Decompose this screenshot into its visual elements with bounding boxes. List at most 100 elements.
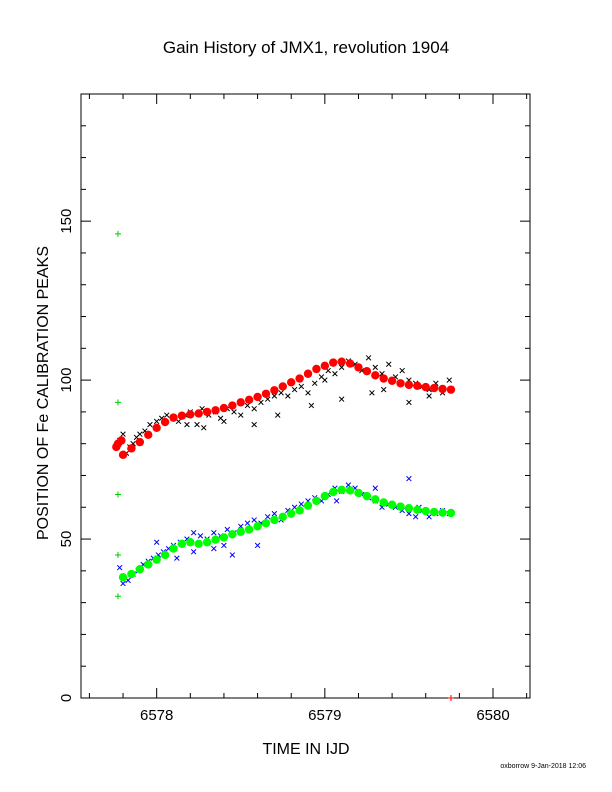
data-point [337,357,346,366]
data-point [118,450,128,460]
y-tick-label: 50 [58,531,75,548]
data-point [320,361,330,370]
data-point [385,361,392,367]
data-point [194,421,200,428]
data-point [114,593,121,600]
data-point [169,544,178,553]
data-point [184,421,190,428]
data-point [287,378,296,387]
data-point [369,390,375,396]
data-points [112,230,456,701]
data-point [152,423,161,432]
data-point [287,509,296,518]
data-point [429,507,439,517]
data-point [271,393,278,399]
data-point [446,385,456,394]
data-point [219,533,229,542]
data-point [303,369,313,378]
data-point [270,386,279,395]
data-point [345,359,355,368]
data-point [174,555,180,561]
series-6 [447,695,454,701]
data-point [211,529,217,536]
data-point [160,417,170,427]
data-point [285,393,291,399]
x-tick-label: 6578 [140,707,173,724]
data-point [194,409,203,418]
data-point [211,535,220,544]
data-point [379,374,388,383]
data-point [137,431,143,437]
data-point [164,412,170,418]
data-point [404,504,414,513]
data-point [447,695,454,701]
data-point [261,518,271,528]
data-point [426,514,432,520]
data-point [253,522,262,531]
data-point [371,495,380,504]
data-point [197,533,204,539]
data-point [117,436,126,445]
data-point [303,501,313,510]
data-point [387,376,397,385]
data-point [221,418,227,425]
data-point [312,496,321,506]
data-point [251,517,257,523]
data-point [152,555,161,564]
data-point [186,538,195,547]
data-point [406,399,412,406]
data-point [438,384,447,394]
data-point [295,374,304,383]
data-point [379,498,388,507]
data-point [270,515,279,525]
data-point [194,539,203,549]
data-point [337,485,346,494]
data-point [244,520,251,526]
data-point [147,421,153,428]
data-point [298,383,305,390]
data-point [261,389,271,398]
data-point [396,502,405,511]
data-point [387,500,397,509]
data-point [372,364,379,371]
data-point [114,230,121,237]
series-4 [118,485,456,582]
data-point [438,508,447,517]
data-point [278,382,287,391]
data-point [362,367,372,376]
series-5 [114,230,121,600]
data-point [311,380,318,387]
data-point [202,538,212,547]
footer-stamp: oxborrow 9-Jan-2018 12:06 [500,763,586,770]
data-point [228,530,237,539]
data-point [278,390,284,396]
data-point [219,403,229,413]
data-point [312,364,321,374]
data-point [404,380,414,390]
data-point [305,390,311,396]
data-point [177,411,187,420]
data-point [253,392,262,402]
data-point [238,412,244,418]
data-point [202,407,212,417]
data-point [160,550,170,560]
data-point [231,409,237,415]
data-point [274,412,281,418]
data-point [211,545,217,552]
data-point [114,399,121,406]
data-point [211,406,220,415]
data-point [329,358,338,367]
data-point [120,580,126,587]
data-point [429,383,439,393]
data-point [144,430,153,439]
data-point [421,382,430,392]
data-point [333,498,340,504]
data-point [120,431,126,437]
data-point [127,569,136,579]
data-point [338,364,345,371]
data-point [221,542,227,549]
data-point [186,410,195,419]
data-point [116,564,123,571]
data-point [413,505,422,515]
